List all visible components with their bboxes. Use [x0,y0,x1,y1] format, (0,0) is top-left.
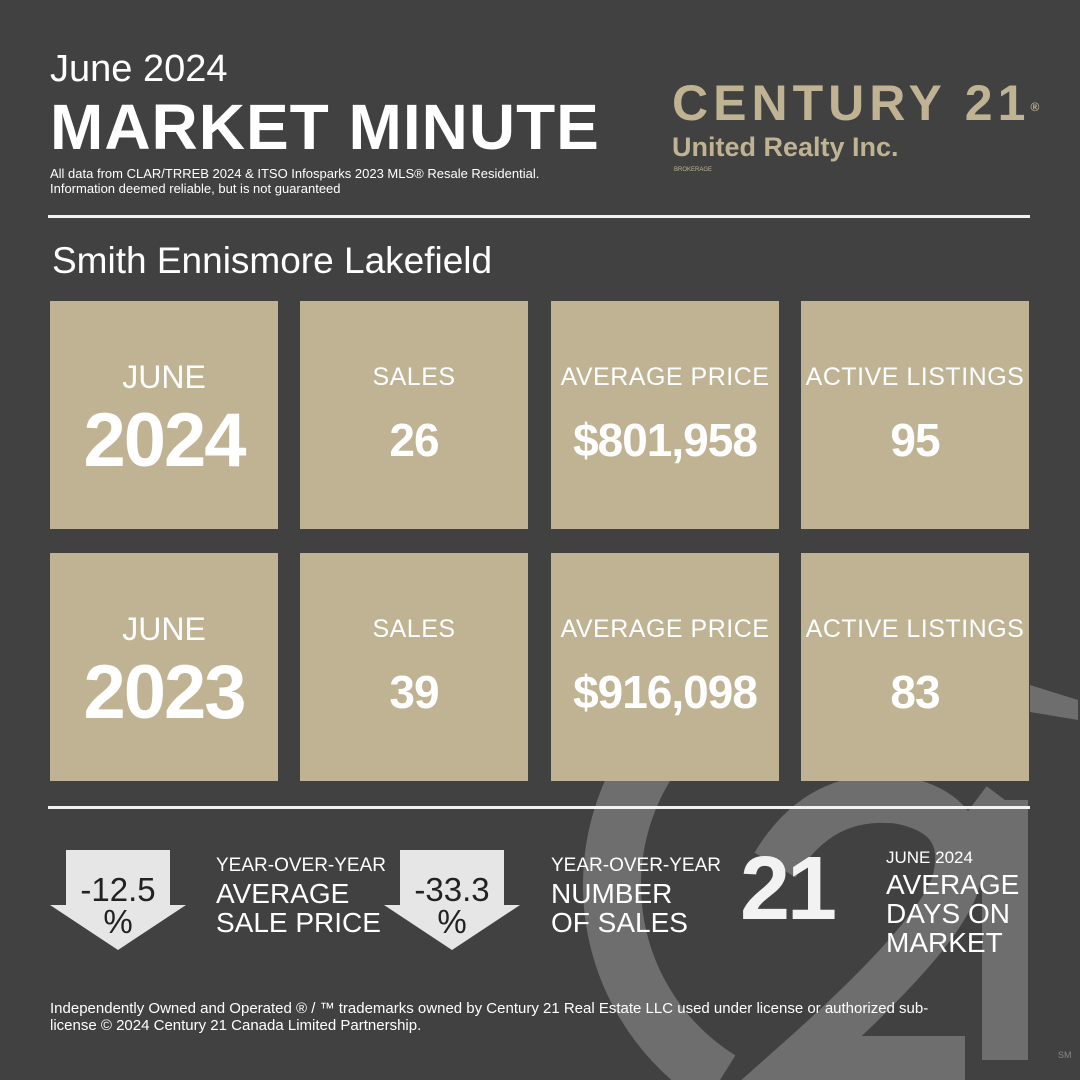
source-note: All data from CLAR/TRREB 2024 & ITSO Inf… [50,166,539,196]
stat-value: 39 [389,666,439,718]
label-line: NUMBER [551,878,673,909]
source-line: Information deemed reliable, but is not … [50,181,341,196]
stat-label: AVERAGE PRICE [560,363,770,391]
change-value: -33.3 [414,871,490,908]
footer-line: license © 2024 Century 21 Canada Limited… [50,1017,422,1034]
stat-card: SALES 39 [300,553,528,781]
period-year: 2024 [83,398,246,483]
down-arrow [384,850,520,950]
label-line: AVERAGE [216,878,350,909]
header-month: June 2024 [50,48,228,90]
stat-label: AVERAGE PRICE [560,615,770,643]
period-card: JUNE 2024 [50,301,278,529]
change-unit: % [103,903,133,940]
label-line: YEAR-OVER-YEAR [551,855,721,876]
brand-tag: BROKERAGE [674,167,713,173]
stat-card: AVERAGE PRICE $801,958 [551,301,779,529]
stat-label: ACTIVE LISTINGS [805,363,1025,391]
stat-value: 83 [890,666,940,718]
brand-registered: ® [1030,99,1040,114]
change-label: YEAR-OVER-YEAR NUMBER OF SALES [551,853,721,937]
stat-value: 95 [890,414,940,466]
change-value: -12.5 [80,871,156,908]
change-box: -12.5% [48,871,188,940]
divider [48,806,1030,809]
stat-card: ACTIVE LISTINGS 83 [801,553,1029,781]
stat-value: $801,958 [573,414,758,466]
stat-value: $916,098 [573,666,758,718]
source-line: All data from CLAR/TRREB 2024 & ITSO Inf… [50,166,540,181]
footer-line: Independently Owned and Operated ® / ™ t… [50,1000,929,1017]
down-arrow [50,850,186,950]
service-mark: SM [1058,1050,1072,1060]
change-unit: % [437,903,467,940]
days-label: JUNE 2024 AVERAGE DAYS ON MARKET [886,846,1019,957]
period-month: JUNE [122,611,206,647]
change-label: YEAR-OVER-YEAR AVERAGE SALE PRICE [216,853,386,937]
region: Smith Ennismore Lakefield [52,240,493,281]
stat-card: AVERAGE PRICE $916,098 [551,553,779,781]
brand-office: United Realty Inc. [672,132,899,162]
period-month: JUNE [122,359,206,395]
brand-name: CENTURY 21® [672,74,1039,132]
stat-card: SALES 26 [300,301,528,529]
label-line: MARKET [886,927,1003,958]
period-year: 2023 [83,650,246,735]
brand-text: CENTURY 21 [672,75,1031,131]
days-value: 21 [740,839,837,939]
label-line: DAYS ON [886,898,1010,929]
stat-label: SALES [372,615,456,643]
label-line: YEAR-OVER-YEAR [216,855,386,876]
header-title: MARKET MINUTE [50,91,600,163]
logo-accent [1030,685,1078,720]
stat-label: ACTIVE LISTINGS [805,615,1025,643]
footer: Independently Owned and Operated ® / ™ t… [50,1000,928,1034]
stat-label: SALES [372,363,456,391]
divider [48,215,1030,218]
change-box: -33.3% [382,871,522,940]
label-line: AVERAGE [886,869,1020,900]
label-line: JUNE 2024 [886,848,973,867]
label-line: SALE PRICE [216,907,381,938]
period-card: JUNE 2023 [50,553,278,781]
stat-card: ACTIVE LISTINGS 95 [801,301,1029,529]
stat-value: 26 [389,414,439,466]
label-line: OF SALES [551,907,688,938]
